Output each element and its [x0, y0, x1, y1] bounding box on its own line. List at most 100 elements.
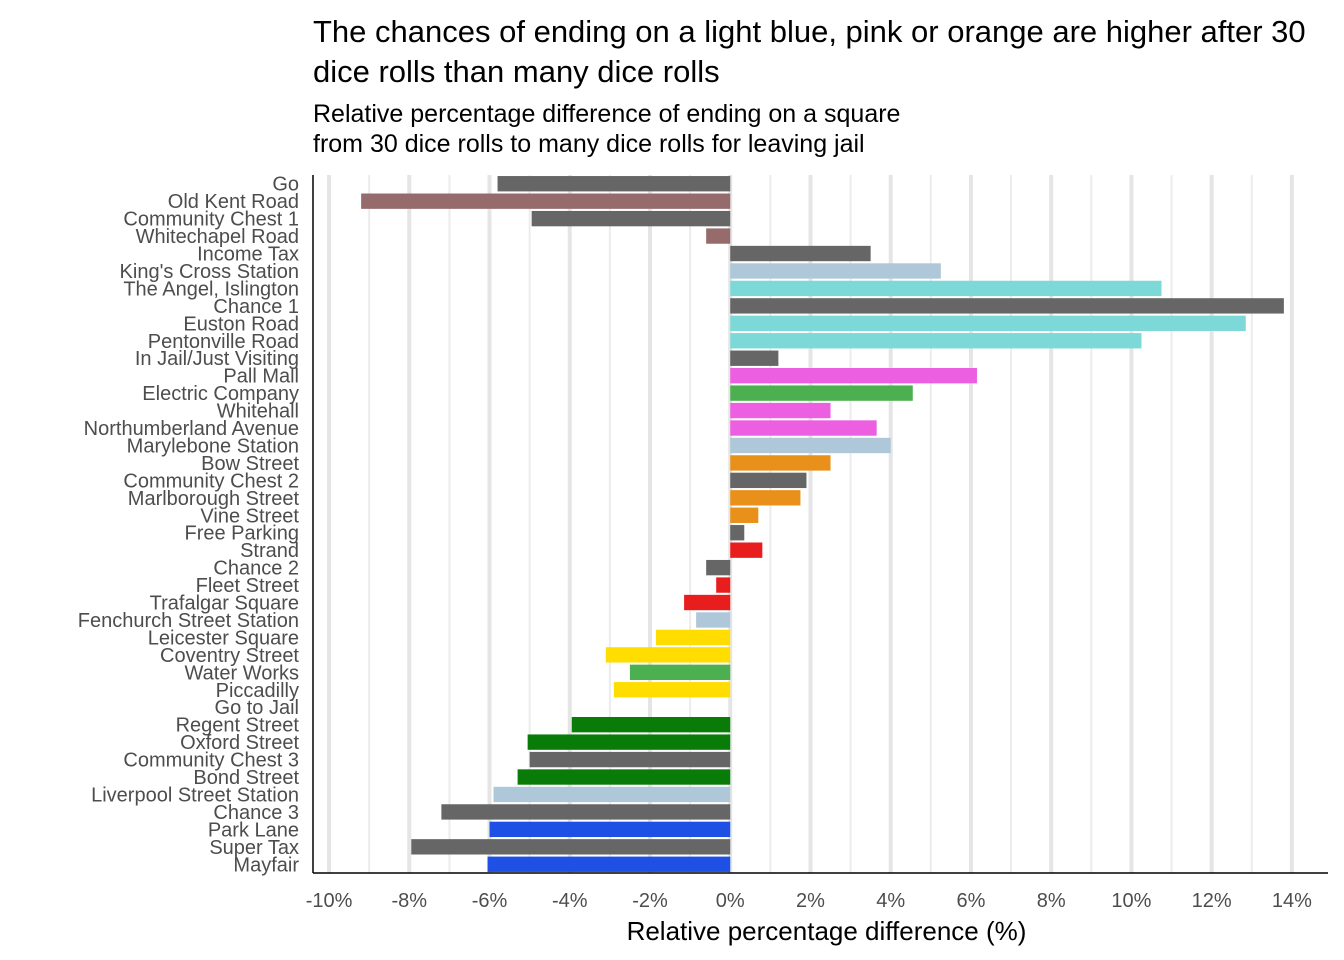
y-tick-label: Chance 2	[213, 558, 299, 580]
x-tick-label: -6%	[472, 890, 508, 912]
x-tick-label: 4%	[876, 890, 905, 912]
bar	[497, 176, 731, 192]
x-tick-label: 0%	[716, 890, 745, 912]
bar	[730, 333, 1142, 349]
x-tick-label: 8%	[1037, 890, 1066, 912]
bar	[730, 263, 941, 279]
bar	[730, 298, 1284, 314]
y-tick-label: Go	[272, 174, 299, 196]
x-tick-label: 12%	[1192, 890, 1232, 912]
y-tick-label: Fleet Street	[196, 575, 300, 597]
bar	[527, 734, 731, 750]
gridlines	[327, 175, 1294, 873]
bar	[613, 682, 731, 698]
bar	[684, 594, 731, 611]
y-tick-label: Chance 1	[213, 296, 299, 318]
bar	[730, 245, 871, 262]
bar	[730, 350, 779, 366]
y-tick-label: Pall Mall	[223, 366, 299, 388]
x-tick-label: 2%	[796, 890, 825, 912]
y-tick-label: Bond Street	[193, 767, 299, 789]
bar	[706, 559, 731, 576]
bar	[730, 472, 807, 489]
bar	[730, 542, 763, 558]
y-tick-label: Water Works	[185, 662, 299, 684]
y-tick-label: Liverpool Street Station	[91, 784, 299, 806]
x-tick-label: -8%	[391, 890, 427, 912]
y-tick-label: Trafalgar Square	[150, 593, 299, 615]
bar	[411, 839, 731, 855]
y-tick-label: Whitehall	[217, 401, 299, 423]
x-tick-label: 10%	[1111, 890, 1151, 912]
y-tick-label: Marylebone Station	[127, 435, 299, 457]
bar	[489, 821, 731, 838]
y-tick-label: Piccadilly	[216, 680, 299, 702]
y-tick-label: Whitechapel Road	[136, 226, 299, 248]
chart-subtitle: Relative percentage difference of ending…	[313, 100, 901, 158]
bar	[487, 856, 731, 872]
y-tick-label: Strand	[240, 540, 299, 562]
y-tick-label: Bow Street	[201, 453, 299, 475]
y-tick-label: Community Chest 3	[123, 750, 299, 772]
x-tick-label: -2%	[632, 890, 668, 912]
bar	[361, 193, 731, 209]
y-tick-label: Leicester Square	[148, 627, 299, 649]
x-tick-label: 14%	[1272, 890, 1312, 912]
y-tick-label: Super Tax	[209, 837, 299, 859]
y-tick-label: In Jail/Just Visiting	[135, 348, 299, 370]
x-tick-label: 6%	[956, 890, 985, 912]
y-tick-label: King's Cross Station	[120, 261, 299, 283]
bar	[656, 629, 731, 646]
x-tick-label: -4%	[552, 890, 588, 912]
bar	[730, 525, 745, 541]
bar	[529, 751, 731, 768]
bar	[730, 507, 759, 523]
bar	[730, 315, 1246, 332]
bar	[730, 455, 831, 471]
y-tick-label: Community Chest 1	[123, 209, 299, 231]
bar	[730, 280, 1162, 297]
x-axis-label: Relative percentage difference (%)	[627, 916, 1027, 946]
bar	[441, 804, 731, 820]
y-tick-label: Coventry Street	[160, 645, 299, 667]
bar	[706, 228, 731, 244]
y-tick-label: Regent Street	[176, 715, 300, 737]
y-tick-label: Mayfair	[233, 854, 299, 876]
bar	[605, 647, 731, 663]
bar	[531, 210, 731, 227]
chart-title: The chances of ending on a light blue, p…	[313, 14, 1306, 89]
y-tick-label: Euston Road	[183, 313, 299, 335]
y-tick-label: Go to Jail	[215, 697, 299, 719]
x-tick-labels: -10% -8% -6% -4% -2% 0% 2% 4% 6% 8% 10% 12% 14%	[306, 890, 1312, 912]
x-tick-label: -10%	[306, 890, 353, 912]
bar	[716, 577, 731, 593]
y-tick-label: Fenchurch Street Station	[78, 610, 299, 632]
y-tick-label: Pentonville Road	[148, 331, 299, 353]
bar	[696, 612, 731, 628]
bar	[730, 402, 831, 419]
y-tick-label: Electric Company	[142, 383, 299, 405]
bar	[730, 385, 913, 401]
y-tick-label: Old Kent Road	[168, 191, 299, 213]
y-tick-label: Free Parking	[185, 523, 300, 545]
bar	[571, 716, 731, 733]
bar	[517, 769, 731, 785]
y-tick-label: Income Tax	[197, 244, 299, 266]
y-tick-label: Chance 3	[213, 802, 299, 824]
bar	[730, 437, 891, 454]
bar	[730, 367, 977, 384]
y-tick-label: Marlborough Street	[128, 488, 300, 510]
y-tick-label: Community Chest 2	[123, 470, 299, 492]
y-tick-label: The Angel, Islington	[123, 278, 299, 300]
y-tick-label: Northumberland Avenue	[84, 418, 299, 440]
bars	[361, 176, 1284, 872]
bar	[730, 420, 877, 436]
y-tick-label: Oxford Street	[180, 732, 299, 754]
bar	[493, 786, 731, 803]
bar	[730, 490, 801, 506]
bar	[629, 664, 731, 681]
y-tick-label: Park Lane	[208, 819, 299, 841]
y-tick-label: Vine Street	[200, 505, 299, 527]
